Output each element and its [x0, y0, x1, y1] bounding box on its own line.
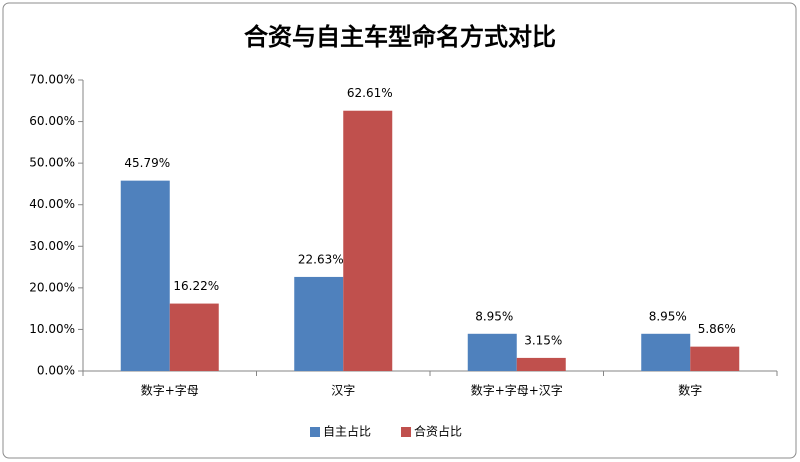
bar: [169, 303, 219, 371]
bar: [467, 333, 517, 371]
y-tick-label: 30.00%: [29, 239, 75, 253]
legend-label: 合资占比: [414, 424, 462, 439]
y-tick-label: 10.00%: [29, 322, 75, 336]
bar: [343, 110, 393, 371]
value-label: 22.63%: [298, 252, 344, 266]
y-tick-label: 50.00%: [29, 156, 75, 170]
x-tick-label: 数字: [678, 383, 702, 398]
bar: [690, 346, 740, 371]
x-tick-label: 汉字: [331, 383, 355, 398]
value-label: 8.95%: [475, 309, 513, 323]
value-label: 5.86%: [698, 322, 736, 336]
x-tick-label: 数字+字母: [141, 383, 199, 398]
bar: [294, 276, 344, 371]
value-label: 3.15%: [524, 333, 562, 347]
y-tick-label: 40.00%: [29, 197, 75, 211]
value-label: 16.22%: [173, 279, 219, 293]
legend-label: 自主占比: [323, 424, 371, 439]
y-tick-label: 20.00%: [29, 280, 75, 294]
bar: [641, 333, 691, 371]
legend-swatch: [401, 427, 412, 437]
value-label: 8.95%: [649, 309, 687, 323]
chart-title: 合资与自主车型命名方式对比: [244, 23, 556, 51]
legend-swatch: [310, 427, 320, 437]
bar: [516, 357, 566, 371]
y-tick-label: 60.00%: [29, 114, 75, 128]
y-tick-label: 70.00%: [29, 73, 75, 87]
x-tick-label: 数字+字母+汉字: [471, 383, 563, 398]
value-label: 45.79%: [124, 156, 170, 170]
bar: [120, 180, 170, 371]
value-label: 62.61%: [347, 86, 393, 100]
y-tick-label: 0.00%: [37, 364, 75, 378]
